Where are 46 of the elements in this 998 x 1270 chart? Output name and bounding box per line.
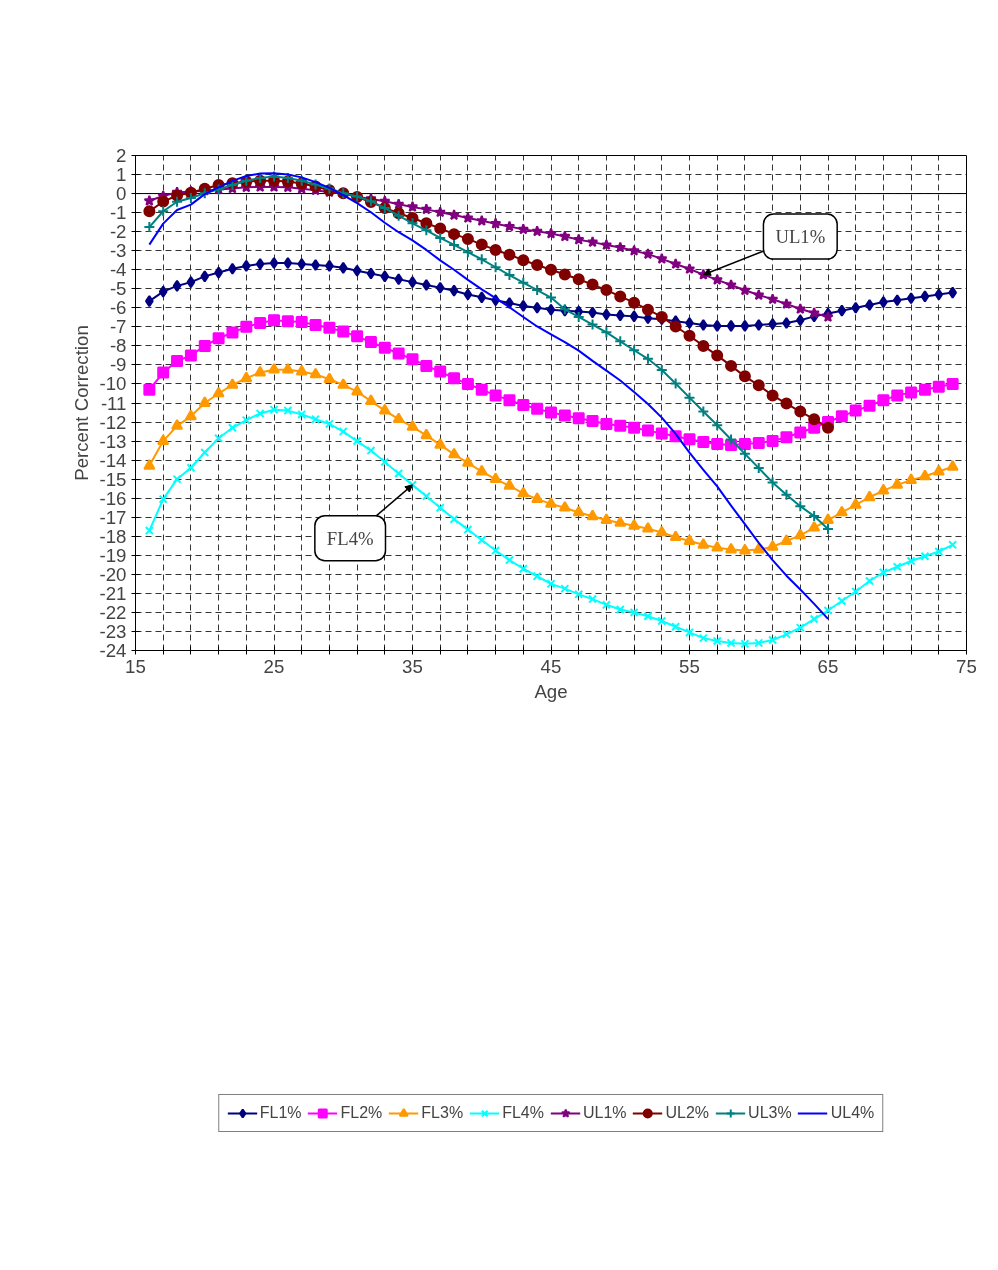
y-tick-label: -21 (99, 582, 127, 604)
y-tick-label: -15 (99, 468, 127, 490)
annotation: UL1% (775, 226, 826, 248)
x-tick-label: 65 (817, 655, 839, 677)
x-tick-label: 35 (402, 655, 423, 677)
legend-label: UL2% (665, 1104, 710, 1122)
y-tick-label: -17 (99, 506, 127, 528)
y-tick-label: -14 (99, 449, 127, 471)
y-tick-label: -8 (109, 335, 127, 357)
x-tick-label: 25 (263, 655, 285, 677)
y-tick-label: -18 (99, 525, 127, 547)
y-axis-title: Percent Correction (70, 325, 92, 481)
y-tick-label: -9 (109, 354, 127, 376)
x-tick-label: 75 (956, 655, 977, 677)
y-tick-label: -20 (99, 563, 127, 585)
x-tick-label: 15 (125, 655, 146, 677)
y-tick-label: -11 (100, 392, 127, 414)
x-axis-title: Age (534, 680, 568, 702)
annotation: FL4% (326, 527, 374, 549)
legend-label: UL3% (748, 1104, 792, 1122)
legend-label: UL1% (582, 1104, 627, 1122)
y-tick-label: -10 (99, 373, 127, 395)
x-tick-label: 55 (679, 655, 700, 677)
legend-label: FL3% (421, 1104, 464, 1122)
legend-label: UL4% (830, 1104, 875, 1122)
y-tick-label: -7 (109, 316, 127, 338)
y-tick-label: -23 (99, 620, 127, 642)
y-tick-label: -2 (109, 221, 127, 243)
y-tick-label: -6 (109, 297, 127, 319)
y-tick-label: -12 (99, 411, 127, 433)
legend-label: FL4% (502, 1104, 544, 1122)
y-tick-label: -16 (99, 487, 127, 509)
legend-label: FL1% (259, 1104, 302, 1122)
y-tick-label: -1 (109, 202, 127, 224)
legend-label: FL2% (340, 1104, 383, 1122)
y-tick-label: 2 (116, 145, 127, 166)
y-tick-label: -5 (109, 278, 127, 300)
y-tick-label: -22 (99, 601, 127, 623)
y-tick-label: -3 (109, 240, 127, 262)
y-tick-label: -19 (99, 544, 127, 566)
x-tick-label: 45 (540, 655, 562, 677)
y-tick-label: 0 (116, 183, 127, 205)
y-tick-label: -13 (99, 430, 127, 452)
y-tick-label: -24 (99, 640, 127, 661)
y-tick-label: -4 (109, 259, 127, 281)
y-tick-label: 1 (116, 164, 127, 186)
